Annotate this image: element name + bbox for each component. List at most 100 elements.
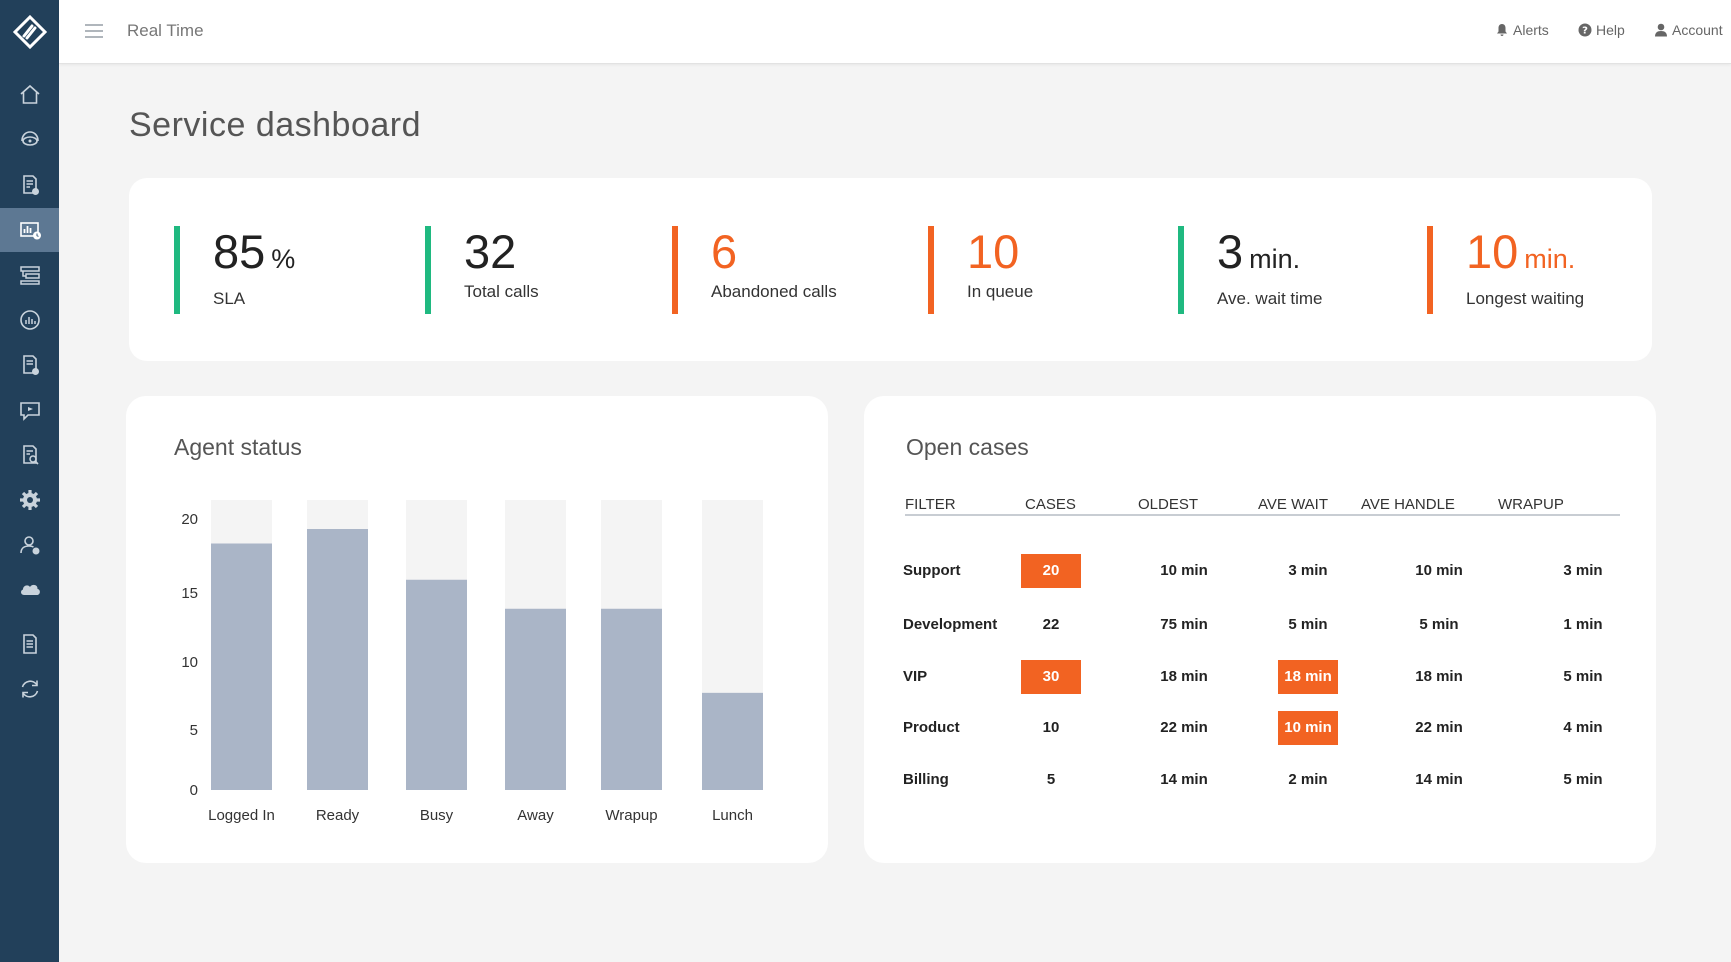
alerts-label: Alerts <box>1513 22 1549 38</box>
cell-ave-wait: 2 min <box>1288 771 1328 788</box>
open-cases-title: Open cases <box>906 434 1029 460</box>
home-icon <box>19 84 40 104</box>
kpi-abandoned-calls: 6 Abandoned calls <box>672 226 837 314</box>
chart-icon <box>19 310 40 330</box>
row-filter-development[interactable]: Development <box>903 616 998 633</box>
row-filter-vip[interactable]: VIP <box>903 668 928 685</box>
refresh-icon <box>21 680 38 698</box>
bar-logged-in[interactable] <box>211 543 272 791</box>
kpi-value: 3 min. <box>1217 226 1323 285</box>
y-tick-label: 10 <box>181 654 198 671</box>
cell-ave-handle: 22 min <box>1415 719 1463 736</box>
cell-ave-handle: 10 min <box>1415 562 1463 579</box>
alerts-link[interactable]: Alerts <box>1495 22 1549 38</box>
x-tick-label: Lunch <box>712 807 753 824</box>
cell-oldest: 75 min <box>1160 616 1208 633</box>
kpi-number: 32 <box>464 225 517 278</box>
y-tick-label: 0 <box>190 782 198 799</box>
workflow-icon <box>19 266 40 285</box>
kpi-unit: % <box>271 244 296 274</box>
sidebar-item-cloud[interactable] <box>0 567 59 611</box>
row-filter-product[interactable]: Product <box>903 719 960 736</box>
open-cases-header: FILTER CASES OLDEST AVE WAIT AVE HANDLE WRAPU… <box>905 496 1620 516</box>
bar-ready[interactable] <box>307 529 368 790</box>
kpi-unit: min. <box>1524 244 1576 274</box>
column-header-ave-wait[interactable]: AVE WAIT <box>1258 496 1329 513</box>
sidebar-item-chat[interactable] <box>0 388 59 432</box>
agent-status-title: Agent status <box>174 434 302 460</box>
sidebar-item-gear[interactable] <box>0 478 59 522</box>
sidebar-item-support-headset[interactable] <box>0 118 59 162</box>
bell-icon <box>1497 24 1507 36</box>
cell-cases: 5 <box>1046 771 1056 788</box>
kpi-sla: 85% SLA <box>174 226 295 314</box>
sidebar-item-user-settings[interactable] <box>0 523 59 567</box>
menu-toggle-icon[interactable] <box>85 24 103 38</box>
kpi-number: 10 <box>1466 225 1519 278</box>
sidebar-item-document-check[interactable] <box>0 163 59 207</box>
cell-wrapup: 1 min <box>1563 616 1603 633</box>
row-filter-support[interactable]: Support <box>903 562 961 579</box>
document-icon <box>22 634 37 654</box>
kpi-label: SLA <box>213 289 246 308</box>
x-tick-label: Away <box>517 807 554 824</box>
kpi-unit: min. <box>1249 244 1301 274</box>
sidebar-item-document-search[interactable] <box>0 433 59 477</box>
column-header-filter[interactable]: FILTER <box>905 496 956 513</box>
open-cases-panel: Open cases FILTER CASES OLDEST AVE WAIT AVE … <box>864 396 1656 863</box>
help-icon: ? <box>1578 23 1592 37</box>
kpi-number: 85 <box>213 225 266 278</box>
kpi-label: Ave. wait time <box>1217 289 1323 308</box>
bar-busy[interactable] <box>406 579 467 790</box>
y-tick-label: 20 <box>181 511 198 528</box>
column-header-ave-handle[interactable]: AVE HANDLE <box>1361 496 1455 513</box>
sidebar-item-chart[interactable] <box>0 298 59 342</box>
bar-away[interactable] <box>505 608 566 790</box>
cell-ave-handle: 5 min <box>1419 616 1459 633</box>
user-settings-icon <box>19 536 39 555</box>
column-header-wrapup[interactable]: WRAPUP <box>1498 496 1564 513</box>
cell-wrapup: 4 min <box>1563 719 1603 736</box>
sidebar-item-workflow[interactable] <box>0 253 59 297</box>
realtime-dashboard-icon <box>19 222 41 240</box>
kpi-number: 6 <box>711 225 738 278</box>
page-title: Service dashboard <box>129 106 422 144</box>
help-link[interactable]: ? Help <box>1578 22 1625 38</box>
document-search-icon <box>22 445 39 465</box>
account-label: Account <box>1672 22 1723 38</box>
x-tick-label: Ready <box>316 807 360 824</box>
kpi-value: 10 min. <box>1466 226 1584 285</box>
cell-oldest: 18 min <box>1160 668 1208 685</box>
document-settings-icon <box>22 355 39 375</box>
logo-icon <box>12 15 47 49</box>
column-header-oldest[interactable]: OLDEST <box>1138 496 1199 513</box>
row-filter-billing[interactable]: Billing <box>903 771 949 788</box>
column-header-cases[interactable]: CASES <box>1025 496 1076 513</box>
bar-lunch[interactable] <box>702 692 763 790</box>
cell-cases-highlighted: 20 <box>1021 554 1081 588</box>
app-logo[interactable] <box>0 0 59 64</box>
sidebar-item-document-settings[interactable] <box>0 343 59 387</box>
cell-ave-handle: 14 min <box>1415 771 1463 788</box>
gear-icon <box>19 490 40 510</box>
kpi-in-queue: 10 In queue <box>928 226 1033 314</box>
svg-text:?: ? <box>1582 26 1588 37</box>
sidebar-item-home[interactable] <box>0 73 59 117</box>
x-tick-label: Wrapup <box>605 807 657 824</box>
account-link[interactable]: Account <box>1654 22 1723 38</box>
topbar-title: Real Time <box>127 21 204 40</box>
kpi-number: 3 <box>1217 225 1244 278</box>
sidebar-item-document[interactable] <box>0 622 59 666</box>
y-tick-label: 15 <box>181 585 198 602</box>
x-tick-label: Busy <box>420 807 454 824</box>
chat-icon <box>19 402 40 421</box>
sidebar-item-refresh[interactable] <box>0 667 59 711</box>
cell-oldest: 10 min <box>1160 562 1208 579</box>
sidebar <box>0 0 59 962</box>
kpi-value: 32 <box>464 226 539 278</box>
sidebar-item-realtime-dashboard[interactable] <box>0 208 59 252</box>
cell-wrapup: 5 min <box>1563 771 1603 788</box>
bar-wrapup[interactable] <box>601 608 662 790</box>
kpi-card: 85% SLA 32 Total calls 6 Abandoned calls 10 In … <box>129 178 1652 361</box>
kpi-value: 10 <box>967 226 1033 278</box>
